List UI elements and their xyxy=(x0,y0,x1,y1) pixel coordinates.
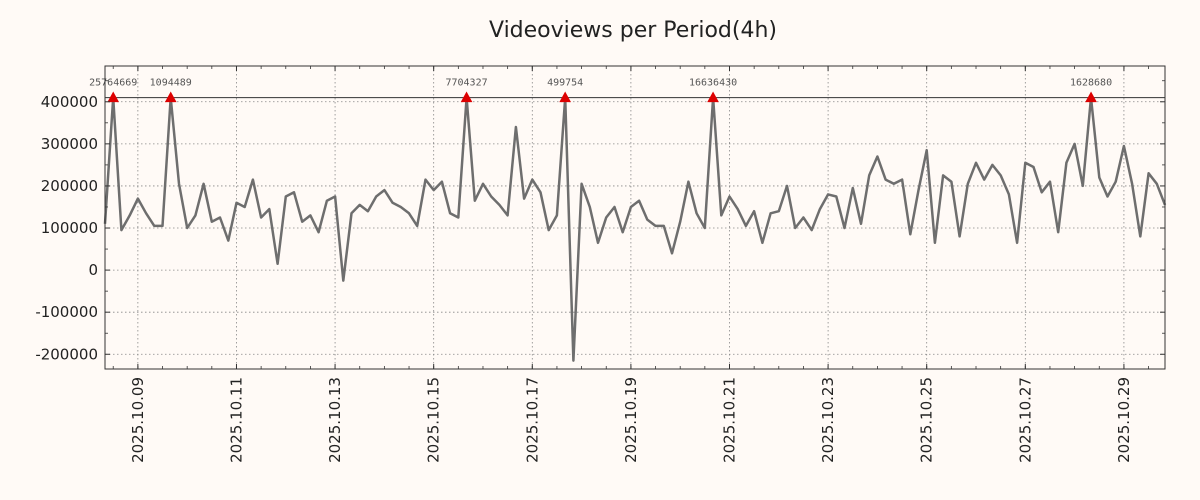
peak-label: 499754 xyxy=(547,78,583,89)
y-tick-label: -100000 xyxy=(35,303,98,321)
x-tick-label: 2025.10.13 xyxy=(326,377,344,463)
x-tick-label: 2025.10.29 xyxy=(1115,377,1133,463)
peak-marker xyxy=(164,91,177,103)
y-tick-label: 100000 xyxy=(41,219,98,237)
peak-label: 7704327 xyxy=(445,78,487,89)
x-tick-label: 2025.10.11 xyxy=(227,377,245,463)
x-tick-label: 2025.10.19 xyxy=(622,377,640,463)
x-tick-label: 2025.10.27 xyxy=(1016,377,1034,463)
series-layer xyxy=(103,96,1167,362)
y-tick-label: 400000 xyxy=(41,93,98,111)
axes: 400000 300000 200000 100000 0 -100000 -200000 2… xyxy=(35,65,1166,463)
y-tick-label: -200000 xyxy=(35,345,98,363)
peak-marker xyxy=(1085,91,1097,103)
peak-label: 16636430 xyxy=(689,78,737,89)
y-tick-label: 300000 xyxy=(41,135,98,153)
x-tick-label: 2025.10.15 xyxy=(425,377,443,463)
peak-label: 25764669 xyxy=(89,78,137,89)
x-tick-label: 2025.10.25 xyxy=(918,377,936,463)
peak-marker xyxy=(107,91,120,103)
series-line-videoviews xyxy=(103,96,1167,362)
peak-label: 1628680 xyxy=(1070,78,1112,89)
peak-marker xyxy=(707,91,719,103)
peak-label: 1094489 xyxy=(150,78,192,89)
x-tick-label: 2025.10.17 xyxy=(523,377,541,463)
x-tick-label: 2025.10.09 xyxy=(129,377,147,463)
plot-frame xyxy=(104,65,1166,370)
peak-marker xyxy=(559,91,572,103)
x-tick-label: 2025.10.21 xyxy=(720,377,738,463)
peak-layer: 25764669 1094489 7704327 499754 16636430 1628… xyxy=(89,78,1112,103)
y-tick-label: 200000 xyxy=(41,177,98,195)
y-tick-label: 0 xyxy=(88,261,98,279)
x-tick-label: 2025.10.23 xyxy=(819,377,837,463)
peak-marker xyxy=(460,91,473,103)
chart-title: Videoviews per Period(4h) xyxy=(489,18,777,43)
